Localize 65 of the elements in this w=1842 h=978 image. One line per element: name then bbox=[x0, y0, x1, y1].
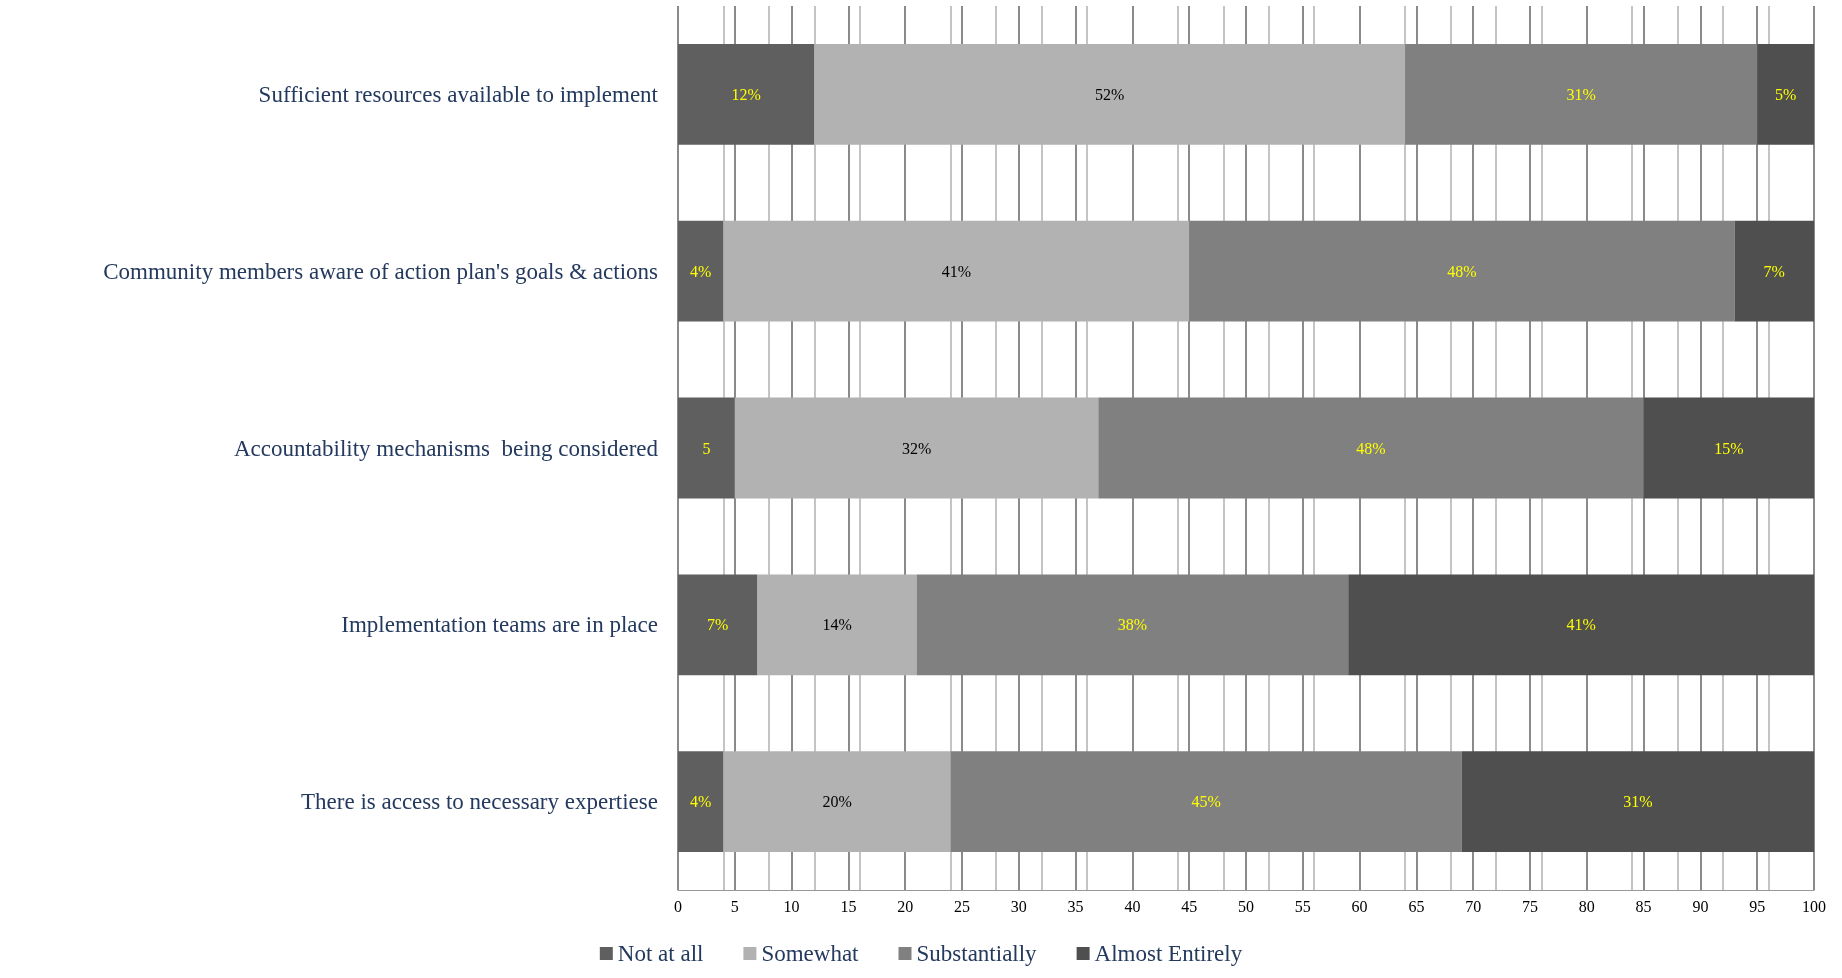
bar bbox=[757, 574, 917, 676]
x-tick-label: 65 bbox=[1408, 897, 1425, 915]
bar bbox=[678, 220, 724, 322]
bar bbox=[814, 44, 1406, 145]
data-label: 31% bbox=[1623, 793, 1653, 811]
legend-label: Almost Entirely bbox=[1094, 941, 1243, 966]
bar bbox=[678, 574, 758, 676]
x-tick-label: 20 bbox=[897, 897, 914, 915]
x-tick-label: 90 bbox=[1692, 897, 1709, 915]
data-label: 20% bbox=[822, 793, 852, 811]
data-label: 4% bbox=[690, 793, 712, 811]
x-tick-label: 55 bbox=[1294, 897, 1311, 915]
legend-label: Substantially bbox=[916, 941, 1038, 966]
x-tick-label: 70 bbox=[1465, 897, 1482, 915]
data-label: 41% bbox=[941, 262, 971, 280]
x-tick-label: 10 bbox=[783, 897, 800, 915]
legend-label: Somewhat bbox=[761, 941, 860, 966]
x-tick-label: 60 bbox=[1351, 897, 1368, 915]
bar bbox=[1348, 574, 1814, 676]
x-tick-label: 5 bbox=[730, 897, 739, 915]
data-label: 48% bbox=[1356, 439, 1386, 457]
data-label: 5 bbox=[702, 439, 711, 457]
data-label: 14% bbox=[822, 616, 852, 634]
x-tick-label: 85 bbox=[1635, 897, 1652, 915]
bar bbox=[723, 751, 951, 852]
bar bbox=[723, 220, 1190, 322]
x-tick-label: 30 bbox=[1010, 897, 1027, 915]
data-label: 45% bbox=[1191, 793, 1221, 811]
data-label: 41% bbox=[1566, 616, 1596, 634]
data-label: 5% bbox=[1774, 85, 1797, 103]
bar bbox=[1757, 44, 1814, 145]
data-label: 4% bbox=[690, 262, 712, 280]
data-label: 48% bbox=[1447, 262, 1477, 280]
y-tick-label: Implementation teams are in place bbox=[341, 612, 658, 638]
x-tick-label: 0 bbox=[674, 897, 682, 915]
x-tick-label: 15 bbox=[840, 897, 857, 915]
data-label: 38% bbox=[1117, 616, 1148, 634]
data-label: 31% bbox=[1566, 85, 1596, 103]
y-tick-label: Community members aware of action plan's goals & actions bbox=[103, 258, 659, 284]
x-tick-label: 50 bbox=[1238, 897, 1254, 915]
x-tick-label: 95 bbox=[1749, 897, 1766, 915]
data-label: 52% bbox=[1095, 85, 1125, 103]
bar bbox=[734, 397, 1099, 499]
x-tick-label: 25 bbox=[954, 897, 970, 915]
x-tick-label: 45 bbox=[1181, 897, 1198, 915]
data-label: 12% bbox=[731, 85, 761, 103]
y-tick-label: There is access to necessary expertiese bbox=[301, 789, 658, 815]
bar bbox=[678, 397, 735, 499]
x-tick-label: 80 bbox=[1578, 897, 1595, 915]
y-tick-label: Sufficient resources available to implement bbox=[258, 81, 659, 107]
x-tick-label: 40 bbox=[1124, 897, 1141, 915]
bar bbox=[1734, 220, 1814, 322]
bar bbox=[1643, 397, 1814, 499]
y-tick-label: Accountability mechanisms being considered bbox=[233, 435, 659, 461]
data-label: 32% bbox=[901, 439, 932, 457]
data-label: 7% bbox=[707, 616, 729, 634]
bar bbox=[1461, 751, 1814, 852]
legend-label: Not at all bbox=[617, 941, 704, 966]
bar bbox=[678, 751, 724, 852]
data-label: 15% bbox=[1714, 439, 1744, 457]
x-tick-label: 75 bbox=[1522, 897, 1538, 915]
data-label: 7% bbox=[1763, 262, 1785, 280]
x-tick-label: 100 bbox=[1802, 897, 1826, 915]
x-tick-label: 35 bbox=[1067, 897, 1084, 915]
bar bbox=[678, 44, 815, 145]
